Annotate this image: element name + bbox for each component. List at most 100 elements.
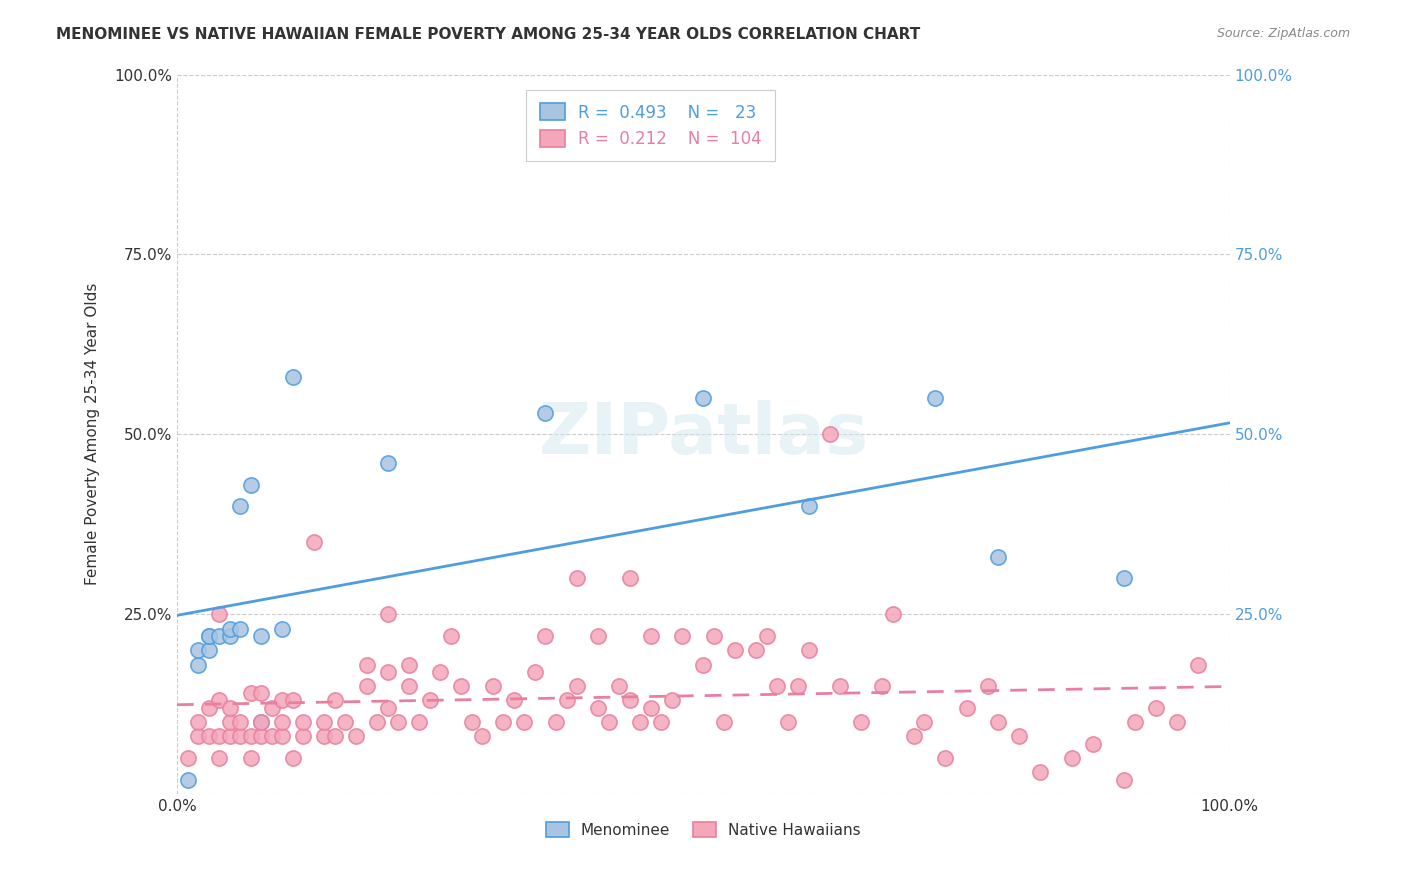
Point (250, 730, 273, 744)
Point (208, 730, 231, 744)
Point (208, 751, 231, 765)
Point (377, 665, 399, 679)
Point (640, 700, 662, 714)
Point (281, 751, 304, 765)
Text: Source: ZipAtlas.com: Source: ZipAtlas.com (1216, 27, 1350, 40)
Point (1114, 571, 1136, 585)
Point (586, 700, 609, 714)
Point (1060, 751, 1083, 765)
Point (314, 714, 336, 729)
Point (492, 714, 515, 729)
Point (429, 665, 451, 679)
Point (281, 693, 304, 707)
Point (440, 629, 463, 643)
Point (818, 427, 841, 442)
Point (703, 629, 725, 643)
Legend: Menominee, Native Hawaiians: Menominee, Native Hawaiians (540, 815, 868, 844)
Point (565, 571, 588, 585)
Point (229, 622, 252, 636)
Point (619, 693, 641, 707)
Point (250, 714, 273, 729)
Point (692, 657, 714, 672)
Point (598, 714, 620, 729)
Point (218, 730, 240, 744)
Point (176, 751, 198, 765)
Point (197, 629, 219, 643)
Point (197, 730, 219, 744)
Point (544, 714, 567, 729)
Point (208, 607, 231, 621)
Point (292, 730, 315, 744)
Point (671, 629, 693, 643)
Point (260, 730, 283, 744)
Point (239, 686, 262, 700)
Point (271, 714, 294, 729)
Point (851, 714, 873, 729)
Point (271, 622, 294, 636)
Point (356, 679, 378, 693)
Point (218, 622, 240, 636)
Point (218, 714, 240, 729)
Point (776, 714, 799, 729)
Point (208, 693, 231, 707)
Point (377, 700, 399, 714)
Point (323, 730, 346, 744)
Point (503, 693, 526, 707)
Point (187, 657, 209, 672)
Point (755, 629, 778, 643)
Point (713, 714, 735, 729)
Point (271, 693, 294, 707)
Point (302, 535, 325, 549)
Point (366, 714, 388, 729)
Point (987, 714, 1010, 729)
Point (471, 730, 494, 744)
Point (586, 629, 609, 643)
Point (197, 643, 219, 657)
Point (239, 730, 262, 744)
Point (724, 643, 747, 657)
Point (344, 730, 367, 744)
Point (555, 693, 578, 707)
Point (523, 665, 546, 679)
Point (1114, 772, 1136, 787)
Point (292, 714, 315, 729)
Point (208, 629, 231, 643)
Point (955, 700, 977, 714)
Point (1144, 700, 1167, 714)
Point (534, 629, 557, 643)
Point (692, 392, 714, 406)
Text: MENOMINEE VS NATIVE HAWAIIAN FEMALE POVERTY AMONG 25-34 YEAR OLDS CORRELATION CH: MENOMINEE VS NATIVE HAWAIIAN FEMALE POVE… (56, 27, 921, 42)
Point (1029, 765, 1052, 780)
Point (419, 693, 441, 707)
Point (323, 693, 346, 707)
Point (250, 686, 273, 700)
Point (250, 714, 273, 729)
Point (1166, 714, 1188, 729)
Point (387, 714, 409, 729)
Point (218, 629, 240, 643)
Point (398, 657, 420, 672)
Point (187, 643, 209, 657)
Point (197, 629, 219, 643)
Point (377, 607, 399, 621)
Point (229, 714, 252, 729)
Point (513, 714, 536, 729)
Point (745, 643, 768, 657)
Point (766, 679, 789, 693)
Point (976, 679, 998, 693)
Text: ZIPatlas: ZIPatlas (538, 400, 869, 469)
Point (408, 714, 430, 729)
Point (229, 500, 252, 514)
Point (229, 730, 252, 744)
Point (187, 714, 209, 729)
Point (450, 679, 472, 693)
Point (650, 714, 672, 729)
Point (872, 679, 894, 693)
Point (640, 629, 662, 643)
Point (239, 751, 262, 765)
Point (1187, 657, 1209, 672)
Point (281, 369, 304, 384)
Point (607, 679, 630, 693)
Point (1008, 730, 1031, 744)
Point (1123, 714, 1146, 729)
